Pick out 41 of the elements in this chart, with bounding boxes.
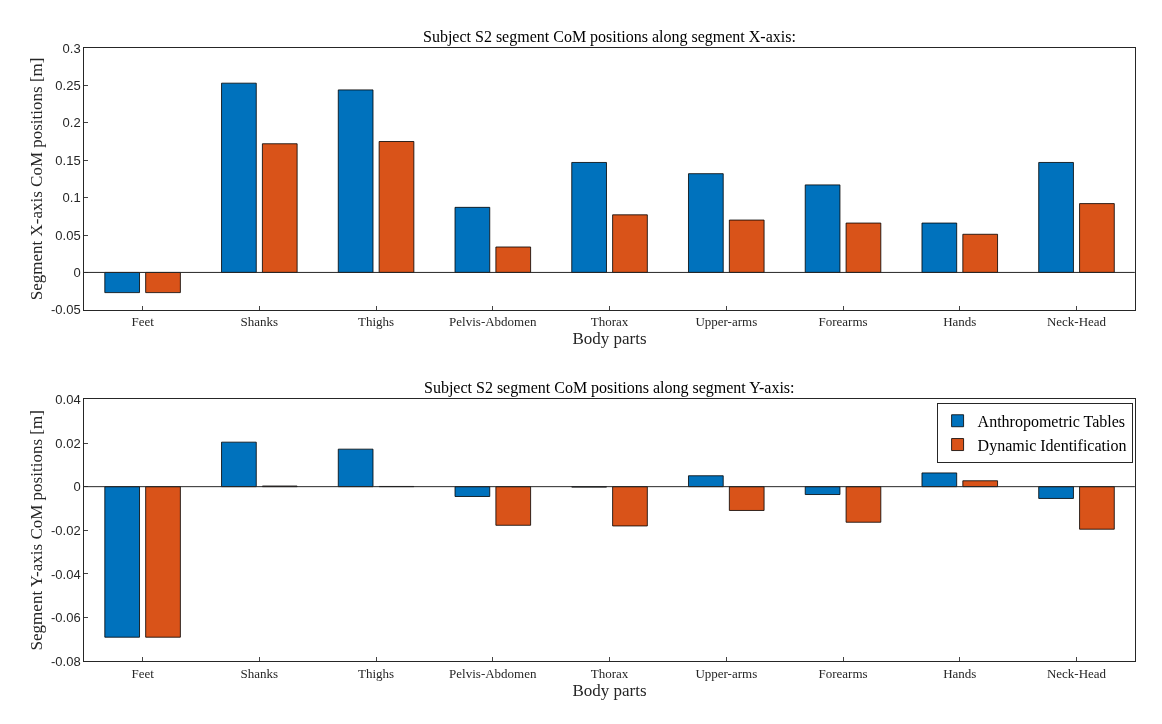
y-tick-label: 0 — [73, 479, 81, 495]
x-tick-label: Shanks — [240, 665, 279, 681]
y-tick-label: 0.02 — [55, 435, 81, 451]
x-tick-label: Upper-arms — [695, 665, 758, 681]
y-tick-label: 0.1 — [62, 190, 81, 206]
y-tick-label: -0.08 — [50, 653, 81, 669]
x-tick-label: Neck-Head — [1046, 665, 1107, 681]
x-axis-title: Body parts — [572, 329, 647, 349]
y-tick-label: 0.2 — [62, 115, 81, 131]
x-tick-label: Feet — [131, 314, 155, 330]
y-tick-label: -0.06 — [50, 610, 81, 626]
y-tick-label: 0.05 — [55, 227, 81, 243]
x-tick-label: Thorax — [590, 665, 629, 681]
y-tick-label: -0.05 — [50, 302, 81, 318]
y-tick-label: 0 — [73, 264, 81, 280]
x-tick-label: Hands — [943, 314, 977, 330]
y-tick-label: 0.15 — [55, 152, 81, 168]
y-axis-title: Segment X-axis CoM positions [m] — [26, 57, 46, 301]
x-tick-label: Thighs — [358, 665, 395, 681]
y-tick-label: 0.3 — [62, 40, 81, 56]
legend-label: Anthropometric Tables — [977, 412, 1126, 431]
y-axis-title: Segment Y-axis CoM positions [m] — [26, 410, 46, 651]
x-tick-label: Forearms — [818, 314, 868, 330]
y-tick-label: -0.04 — [50, 566, 81, 582]
y-tick-label: 0.04 — [55, 391, 81, 407]
chart-title: Subject S2 segment CoM positions along segment X-axis: — [423, 28, 796, 46]
x-tick-label: Neck-Head — [1046, 314, 1107, 330]
y-tick-label: -0.02 — [50, 522, 81, 538]
x-tick-label: Upper-arms — [695, 314, 758, 330]
x-tick-label: Forearms — [818, 665, 868, 681]
chart-title: Subject S2 segment CoM positions along segment Y-axis: — [424, 379, 795, 397]
x-tick-label: Thighs — [358, 314, 395, 330]
x-tick-label: Hands — [943, 665, 977, 681]
x-axis-title: Body parts — [572, 680, 647, 700]
legend-label: Dynamic Identification — [977, 436, 1127, 455]
y-tick-label: 0.25 — [55, 77, 81, 93]
x-tick-label: Thorax — [590, 314, 629, 330]
x-tick-label: Shanks — [240, 314, 279, 330]
x-tick-label: Feet — [131, 665, 155, 681]
x-tick-label: Pelvis-Abdomen — [449, 665, 537, 681]
x-tick-label: Pelvis-Abdomen — [449, 314, 537, 330]
